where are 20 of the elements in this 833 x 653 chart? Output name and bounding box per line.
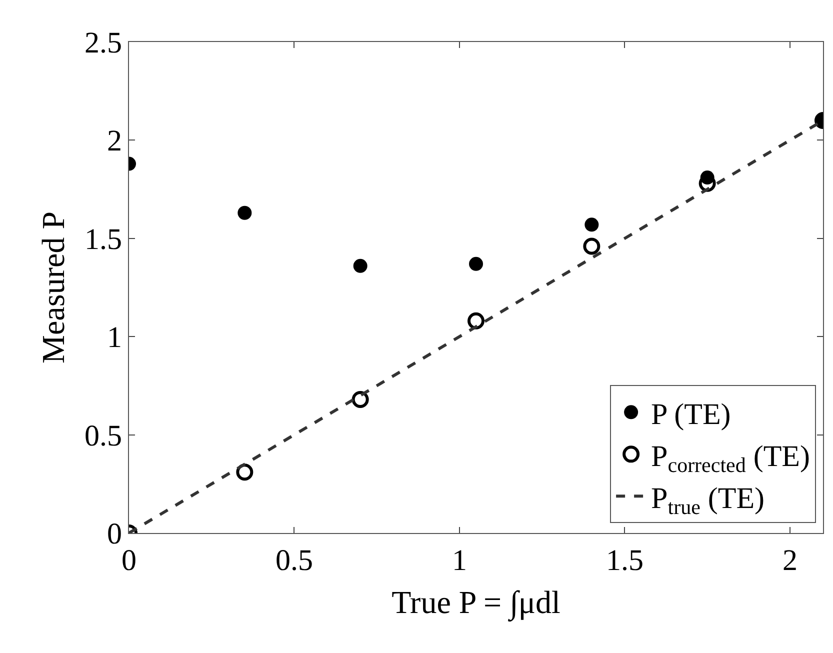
legend-label: P (TE) — [651, 398, 731, 431]
y-tick-label: 0 — [107, 518, 122, 550]
point — [238, 206, 252, 220]
x-tick-label: 0.5 — [275, 544, 313, 577]
y-tick-label: 2.5 — [84, 26, 122, 60]
y-tick-label: 1.5 — [84, 222, 122, 256]
x-axis-title: True P = ∫μdl — [392, 584, 560, 622]
y-tick-label: 2 — [107, 124, 122, 158]
legend-label: P$_{true}$ (TE) — [651, 482, 765, 520]
y-tick-label: 1 — [107, 321, 122, 354]
x-tick-label: 1 — [452, 544, 467, 577]
x-tick-label: 2 — [782, 544, 798, 577]
point — [353, 258, 368, 273]
y-tick-label: 0.5 — [84, 419, 122, 452]
legend-label: P$_{corrected}$ (TE) — [651, 440, 810, 478]
x-tick-label: 1.5 — [606, 544, 644, 577]
point — [583, 238, 600, 255]
point — [469, 256, 483, 271]
y-axis-title: Measured P — [34, 212, 71, 364]
point — [584, 218, 599, 232]
